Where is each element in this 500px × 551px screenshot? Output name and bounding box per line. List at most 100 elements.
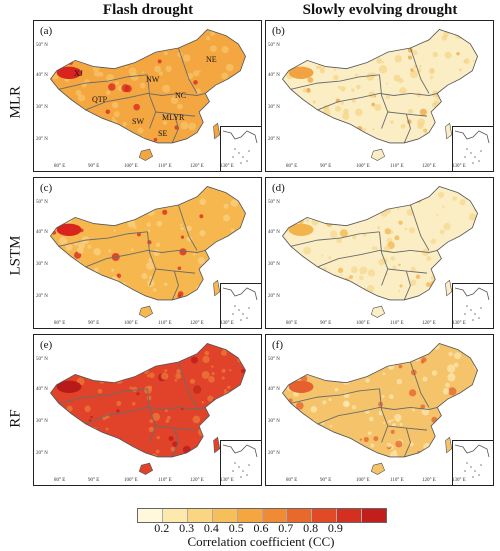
country-outline — [49, 342, 246, 458]
latitude-label: 50° N — [268, 200, 280, 205]
region-border — [147, 74, 157, 129]
latitude-label: 20° N — [36, 294, 48, 299]
hainan-island — [370, 305, 386, 318]
latitude-label: 20° N — [268, 137, 280, 142]
region-border — [171, 270, 179, 301]
region-border — [393, 249, 438, 253]
hainan-island — [138, 462, 154, 475]
south-china-sea-inset — [220, 440, 261, 485]
hainan-island — [370, 148, 386, 161]
longitude-label: 80° E — [286, 321, 298, 326]
panel-letter: (a) — [40, 25, 53, 37]
latitude-label: 40° N — [36, 387, 48, 392]
latitude-label: 30° N — [268, 262, 280, 267]
longitude-label: 130° E — [452, 164, 466, 169]
country-outline — [281, 185, 478, 301]
colorbar-tick-label: 0.7 — [278, 521, 294, 535]
inset-map — [222, 444, 258, 478]
longitude-label: 80° E — [286, 478, 298, 483]
region-border — [147, 231, 157, 286]
map-panel-b: (b) 50° N 40° N 30° N 20° N 80° E 90° E 100° E 1… — [265, 20, 494, 172]
inset-map — [454, 287, 490, 321]
longitude-label: 130° E — [220, 164, 234, 169]
longitude-label: 100° E — [356, 478, 370, 483]
region-label-nc: NC — [175, 91, 187, 100]
colorbar-bin — [287, 509, 313, 522]
region-border — [58, 388, 148, 404]
map-panel-c: (c) 50° N 40° N 30° N 20° N 80° E 90° E 100° E 1… — [33, 177, 262, 329]
taiwan-island — [445, 279, 453, 297]
china-landmass — [50, 29, 246, 143]
latitude-label: 50° N — [36, 43, 48, 48]
longitude-label: 100° E — [124, 164, 138, 169]
colorbar-bin — [362, 509, 387, 522]
region-border — [393, 406, 438, 410]
tarim-hotspot — [56, 223, 82, 236]
longitude-label: 100° E — [124, 321, 138, 326]
colorbar-bin — [162, 509, 188, 522]
region-border — [147, 388, 157, 443]
region-border — [379, 74, 389, 129]
longitude-label: 120° E — [190, 321, 204, 326]
region-border — [178, 361, 198, 408]
country-outline — [49, 28, 246, 144]
country-outline — [281, 28, 478, 144]
region-label-nw: NW — [146, 75, 160, 84]
colorbar-bin — [312, 509, 338, 522]
map-panel-a: (a) 50° N 40° N 30° N 20° N 80° E 90° E 100° E 1… — [33, 20, 262, 172]
south-china-sea-inset — [220, 283, 261, 328]
longitude-label: 120° E — [190, 478, 204, 483]
china-map — [49, 185, 246, 318]
region-border — [85, 249, 163, 268]
latitude-label: 20° N — [36, 137, 48, 142]
latitude-label: 40° N — [268, 387, 280, 392]
row-label-mlr: MLR — [7, 85, 24, 119]
region-border — [403, 427, 411, 458]
colorbar-title: Correlation coefficient (CC) — [187, 534, 335, 549]
region-border — [58, 74, 148, 90]
region-border — [403, 113, 411, 144]
colorbar-bin — [337, 509, 363, 522]
map-panel-f: (f) 50° N 40° N 30° N 20° N 80° E 90° E 100° E 1… — [265, 334, 494, 486]
panel-letter: (b) — [272, 25, 285, 37]
region-label-mlyr: MLYR — [162, 113, 185, 122]
longitude-label: 90° E — [320, 164, 332, 169]
country-outline — [281, 342, 478, 458]
latitude-label: 50° N — [268, 357, 280, 362]
tarim-hotspot — [288, 380, 314, 393]
region-label-se: SE — [158, 129, 168, 138]
region-label-xj: XJ — [74, 69, 83, 78]
column-title-slow: Slowly evolving drought — [302, 2, 458, 18]
china-map — [281, 185, 478, 318]
column-title-flash: Flash drought — [102, 2, 194, 18]
longitude-label: 130° E — [220, 478, 234, 483]
colorbar-tick-label: 0.9 — [327, 521, 343, 535]
longitude-label: 100° E — [356, 164, 370, 169]
china-map — [281, 342, 478, 475]
longitude-label: 120° E — [422, 321, 436, 326]
longitude-label: 120° E — [422, 164, 436, 169]
region-border — [410, 47, 430, 94]
colorbar — [137, 508, 387, 523]
row-label-lstm: LSTM — [7, 235, 24, 276]
colorbar-tick-label: 0.6 — [253, 521, 269, 535]
inset-map — [454, 130, 490, 164]
taiwan-island — [213, 122, 221, 140]
taiwan-island — [213, 279, 221, 297]
latitude-label: 20° N — [36, 451, 48, 456]
colorbar-tick-label: 0.2 — [154, 521, 170, 535]
latitude-label: 40° N — [36, 73, 48, 78]
longitude-label: 90° E — [320, 321, 332, 326]
latitude-label: 30° N — [36, 419, 48, 424]
region-border — [290, 74, 380, 90]
latitude-label: 50° N — [36, 200, 48, 205]
region-border — [379, 231, 389, 286]
china-landmass — [282, 343, 478, 457]
longitude-label: 90° E — [88, 164, 100, 169]
panel-letter: (d) — [272, 182, 285, 194]
region-border — [403, 270, 411, 301]
region-border — [85, 406, 163, 425]
latitude-label: 30° N — [36, 105, 48, 110]
region-border — [290, 388, 380, 404]
longitude-label: 110° E — [158, 321, 172, 326]
